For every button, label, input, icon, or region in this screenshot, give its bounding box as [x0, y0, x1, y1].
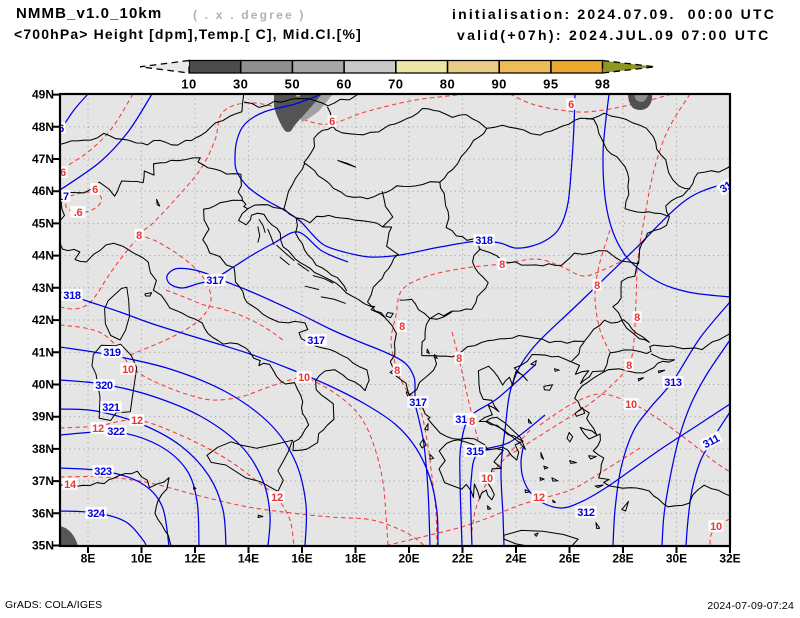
svg-text:26E: 26E — [559, 552, 580, 566]
svg-text:8: 8 — [136, 230, 142, 242]
svg-text:8E: 8E — [81, 552, 96, 566]
svg-text:10: 10 — [298, 372, 310, 384]
svg-text:22E: 22E — [452, 552, 473, 566]
svg-text:6: 6 — [568, 99, 574, 111]
svg-text:38N: 38N — [32, 442, 54, 456]
svg-text:6: 6 — [92, 184, 98, 196]
svg-text:35N: 35N — [32, 539, 54, 553]
svg-text:313: 313 — [664, 377, 682, 389]
svg-text:10: 10 — [625, 399, 637, 411]
svg-text:315: 315 — [466, 446, 484, 458]
svg-text:47N: 47N — [32, 152, 54, 166]
svg-text:24E: 24E — [505, 552, 526, 566]
svg-text:8: 8 — [634, 312, 640, 324]
svg-text:90: 90 — [491, 77, 506, 92]
svg-text:46N: 46N — [32, 184, 54, 198]
svg-text:39N: 39N — [32, 410, 54, 424]
svg-text:12: 12 — [533, 492, 545, 504]
svg-text:8: 8 — [399, 321, 405, 333]
svg-text:10: 10 — [710, 521, 722, 533]
svg-text:6: 6 — [58, 123, 64, 135]
svg-text:49N: 49N — [32, 88, 54, 102]
svg-text:40N: 40N — [32, 378, 54, 392]
svg-text:36N: 36N — [32, 506, 54, 520]
svg-text:8: 8 — [499, 259, 505, 271]
svg-text:60: 60 — [336, 77, 351, 92]
svg-text:70: 70 — [388, 77, 403, 92]
svg-text:318: 318 — [475, 235, 493, 247]
svg-text:12: 12 — [92, 423, 104, 435]
svg-text:6: 6 — [329, 116, 335, 128]
svg-text:42N: 42N — [32, 313, 54, 327]
svg-text:317: 317 — [206, 275, 224, 287]
svg-text:317: 317 — [307, 335, 325, 347]
svg-text:8: 8 — [456, 353, 462, 365]
svg-text:12: 12 — [271, 492, 283, 504]
svg-text:30: 30 — [233, 77, 248, 92]
svg-text:12: 12 — [131, 415, 143, 427]
svg-text:20E: 20E — [398, 552, 419, 566]
svg-text:322: 322 — [107, 426, 125, 438]
svg-text:14E: 14E — [238, 552, 259, 566]
svg-text:10: 10 — [181, 77, 196, 92]
svg-text:14: 14 — [64, 479, 77, 491]
svg-text:10E: 10E — [131, 552, 152, 566]
svg-text:50: 50 — [285, 77, 300, 92]
svg-text:44N: 44N — [32, 249, 54, 263]
svg-text:12E: 12E — [184, 552, 205, 566]
svg-text:318: 318 — [63, 290, 81, 302]
svg-text:312: 312 — [577, 507, 595, 519]
svg-text:320: 320 — [95, 380, 113, 392]
svg-text:10: 10 — [122, 364, 134, 376]
svg-text:323: 323 — [94, 466, 112, 478]
svg-text:8: 8 — [594, 280, 600, 292]
svg-text:95: 95 — [543, 77, 558, 92]
svg-text:45N: 45N — [32, 216, 54, 230]
svg-text:18E: 18E — [345, 552, 366, 566]
svg-text:16E: 16E — [291, 552, 312, 566]
svg-text:17: 17 — [57, 191, 69, 203]
svg-text:28E: 28E — [612, 552, 633, 566]
svg-text:98: 98 — [595, 77, 610, 92]
svg-text:8: 8 — [469, 416, 475, 428]
svg-text:8: 8 — [626, 360, 632, 372]
svg-text:10: 10 — [481, 473, 493, 485]
svg-text:30E: 30E — [666, 552, 687, 566]
svg-text:43N: 43N — [32, 281, 54, 295]
svg-text:80: 80 — [440, 77, 455, 92]
svg-text:37N: 37N — [32, 474, 54, 488]
svg-text:324: 324 — [87, 508, 106, 520]
svg-text:6: 6 — [60, 167, 66, 179]
svg-text:319: 319 — [103, 347, 121, 359]
svg-text:317: 317 — [409, 397, 427, 409]
svg-text:41N: 41N — [32, 345, 54, 359]
svg-text:8: 8 — [394, 365, 400, 377]
svg-text:32E: 32E — [719, 552, 740, 566]
svg-text:48N: 48N — [32, 120, 54, 134]
svg-text:321: 321 — [102, 402, 120, 414]
svg-text:.6: .6 — [74, 207, 83, 219]
